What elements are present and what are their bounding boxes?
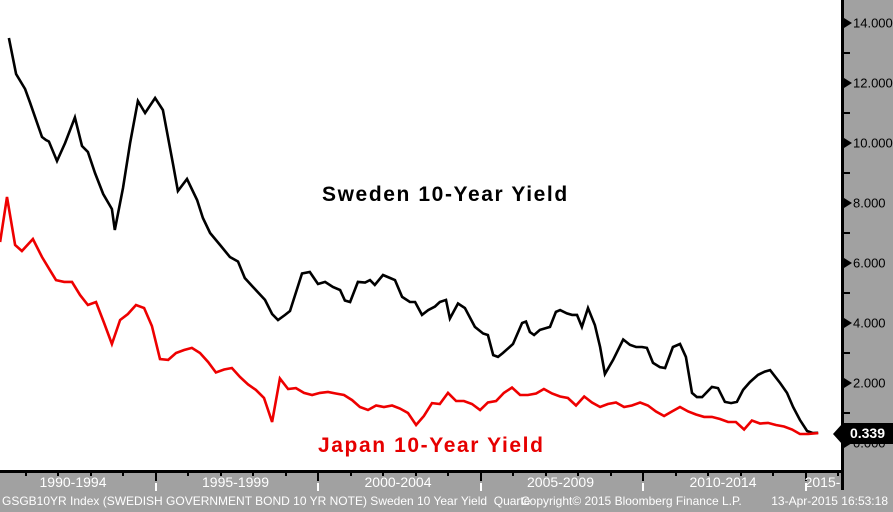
- last-value-badge-text: 0.339: [842, 423, 893, 444]
- x-major-tick: [804, 472, 807, 481]
- x-period-label: 1995-1999: [202, 474, 269, 490]
- x-minor-tick: [187, 472, 189, 476]
- x-minor-tick: [837, 472, 839, 476]
- line-series-canvas: [0, 37, 819, 436]
- x-minor-tick: [57, 472, 59, 476]
- x-minor-tick: [512, 472, 514, 476]
- x-divider-tick: [154, 483, 157, 491]
- x-minor-tick: [772, 472, 774, 476]
- x-major-tick: [154, 472, 157, 481]
- x-minor-tick: [219, 472, 222, 476]
- status-bar: GSGB10YR Index (SWEDISH GOVERNMENT BOND …: [0, 494, 893, 512]
- x-minor-tick: [24, 472, 27, 476]
- y-major-tick-arrow-icon: [844, 78, 852, 88]
- y-tick-label: 12.000: [853, 75, 893, 91]
- y-major-tick-arrow-icon: [844, 18, 852, 28]
- y-tick-label: 10.000: [853, 135, 893, 151]
- sweden-series-label: Sweden 10-Year Yield: [322, 183, 569, 206]
- timestamp-text: 13-Apr-2015 16:53:18: [771, 494, 888, 508]
- x-period-label: 2000-2004: [364, 474, 432, 490]
- x-minor-tick: [414, 472, 417, 476]
- y-tick-label: 8.000: [853, 195, 886, 211]
- x-period-label: 1990-1994: [39, 474, 107, 490]
- y-minor-tick: [844, 292, 850, 294]
- x-minor-tick: [252, 472, 254, 476]
- x-divider-tick: [479, 483, 482, 491]
- x-divider-tick: [642, 483, 644, 491]
- x-minor-tick: [447, 472, 449, 476]
- y-major-tick-arrow-icon: [844, 318, 852, 328]
- y-axis: 14.000 12.000 10.000 8.000 6.000 4.000 2.000 0.…: [844, 0, 893, 470]
- x-minor-tick: [707, 472, 709, 476]
- japan-series-label: Japan 10-Year Yield: [318, 434, 545, 457]
- x-minor-tick: [577, 472, 579, 476]
- y-minor-tick: [844, 52, 850, 54]
- y-minor-tick: [844, 412, 850, 414]
- y-major-tick-arrow-icon: [844, 258, 852, 268]
- security-description-text: GSGB10YR Index (SWEDISH GOVERNMENT BOND …: [2, 494, 531, 508]
- y-major-tick-arrow-icon: [844, 378, 852, 388]
- x-major-tick: [479, 472, 482, 481]
- sweden-yield-line: [7, 37, 819, 435]
- japan-yield-line: [0, 196, 819, 436]
- x-minor-tick: [284, 472, 287, 476]
- y-tick-label: 14.000: [853, 15, 893, 31]
- x-minor-tick: [382, 472, 384, 476]
- x-period-label: 2005-2009: [527, 474, 594, 490]
- x-minor-tick: [122, 472, 124, 476]
- y-minor-tick: [844, 172, 850, 174]
- y-axis-line-extension: [841, 472, 844, 490]
- x-divider-tick: [317, 483, 319, 491]
- x-minor-tick: [349, 472, 352, 476]
- y-minor-tick: [844, 232, 850, 234]
- plot-area[interactable]: Sweden 10-Year Yield Japan 10-Year Yield: [0, 0, 844, 473]
- x-minor-tick: [544, 472, 547, 476]
- y-tick-label: 4.000: [853, 315, 886, 331]
- copyright-text: Copyright© 2015 Bloomberg Finance L.P.: [521, 494, 742, 508]
- last-value-badge: 0.339: [833, 423, 893, 444]
- x-divider-tick: [804, 483, 807, 491]
- y-major-tick-arrow-icon: [844, 138, 852, 148]
- y-minor-tick: [844, 112, 850, 114]
- x-minor-tick: [89, 472, 92, 476]
- x-axis: 1990-1994 1995-1999 2000-2004 2005-2009 2010…: [0, 472, 893, 494]
- badge-left-arrow-icon: [833, 423, 842, 444]
- x-minor-tick: [674, 472, 677, 476]
- x-period-label: 2010-2014: [689, 474, 757, 490]
- x-minor-tick: [739, 472, 742, 476]
- y-minor-tick: [844, 352, 850, 354]
- y-tick-label: 6.000: [853, 255, 886, 271]
- x-major-tick: [642, 472, 644, 481]
- x-minor-tick: [609, 472, 612, 476]
- y-major-tick-arrow-icon: [844, 198, 852, 208]
- x-major-tick: [317, 472, 319, 481]
- y-tick-label: 2.000: [853, 375, 886, 391]
- x-period-label: 2015-: [804, 474, 841, 490]
